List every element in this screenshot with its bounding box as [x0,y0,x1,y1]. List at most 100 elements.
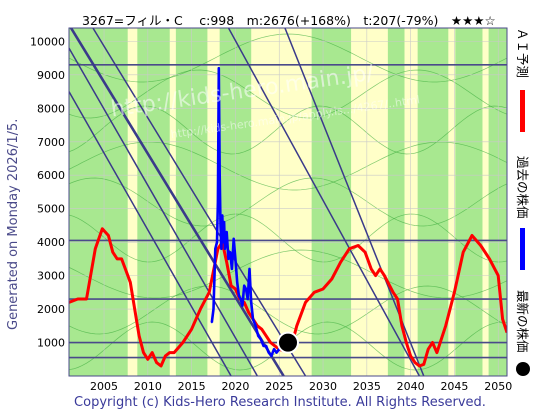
series-point [370,268,373,270]
series-point [427,348,429,351]
series-point [257,335,260,337]
legend-dot-latest-price [516,362,530,376]
series-point [414,361,416,364]
series-point [269,341,272,344]
series-point [436,351,438,354]
series-point [444,325,447,327]
trend-line [69,28,285,376]
green-band [69,28,128,376]
y-tick-label: 1000 [37,337,65,350]
series-point [431,341,434,344]
trend-line [227,28,421,376]
series-point [133,308,136,310]
series-point [160,365,162,367]
series-point [210,321,213,324]
series-point [155,361,158,364]
series-point [230,284,232,287]
series-point [225,231,228,233]
series-point [220,248,223,250]
green-band [488,28,507,376]
series-point [218,174,221,177]
series-point [76,298,79,300]
x-tick-label: 2025 [265,380,293,393]
series-point [217,201,219,203]
legend: ＡＩ予測 過去の株価 最新の株価 [515,28,538,378]
series-point [265,335,267,337]
series-point [392,291,394,294]
series-point [217,67,220,69]
series-point [164,355,167,357]
series-point [274,345,276,347]
series-point [364,251,366,253]
series-point [147,358,149,361]
series-point [120,258,123,260]
series-point [212,308,215,310]
y-tick-label: 8000 [37,102,65,115]
series-point [101,227,104,230]
legend-swatch-past-price [520,228,525,270]
y-tick-label: 3000 [37,270,65,283]
series-point [488,258,491,260]
trend-wave [69,249,507,299]
x-tick-label: 2005 [90,380,118,393]
trend-wave [69,105,507,155]
series-point [497,274,500,277]
series-point [396,298,399,300]
series-point [357,244,359,247]
y-tick-label: 2000 [37,303,65,316]
series-point [479,244,482,247]
y-tick-label: 6000 [37,169,65,182]
latest-price-marker [277,331,299,354]
series-point [94,248,97,250]
series-point [234,258,237,260]
series-point [501,318,504,320]
x-tick-label: 2010 [134,380,162,393]
series-point [216,241,218,243]
series-point [405,341,408,344]
series-point [241,304,244,307]
trend-wave [69,69,507,119]
series-point [151,351,154,354]
series-point [221,214,224,217]
series-point [227,258,230,260]
x-tick-label: 2050 [484,380,512,393]
y-tick-label: 9000 [37,69,65,82]
x-tick-label: 2035 [353,380,381,393]
series-point [243,284,245,287]
legend-label-ai-forecast: ＡＩ予測 [515,28,530,79]
series-point [422,363,425,366]
series-point [138,335,140,337]
series-point [232,238,235,240]
trend-line [69,91,232,376]
series-point [222,241,224,243]
series-point [224,248,226,250]
series-point [168,351,171,354]
series-point [273,348,275,351]
series-point [348,248,351,250]
series-point [217,248,219,250]
series-point [199,308,202,310]
green-band [417,28,449,376]
series-point [116,258,118,260]
series-point [401,325,403,327]
x-tick-label: 2015 [178,380,206,393]
series-point [462,251,465,253]
series-point [270,355,273,357]
series-point [112,251,114,253]
x-tick-label: 2020 [221,380,249,393]
green-band [455,28,483,376]
trend-wave [69,285,507,335]
series-point [339,261,342,264]
series-point [250,301,253,304]
x-tick-label: 2045 [440,380,468,393]
series-point [374,274,377,277]
series-point [254,325,257,327]
series-point [262,345,265,347]
trend-line [92,28,307,376]
series-point [383,274,386,277]
y-tick-label: 4000 [37,236,65,249]
legend-label-latest-price: 最新の株価 [515,290,530,353]
legend-label-past-price: 過去の株価 [515,156,530,219]
series-point [260,338,262,340]
series-point [245,288,247,290]
